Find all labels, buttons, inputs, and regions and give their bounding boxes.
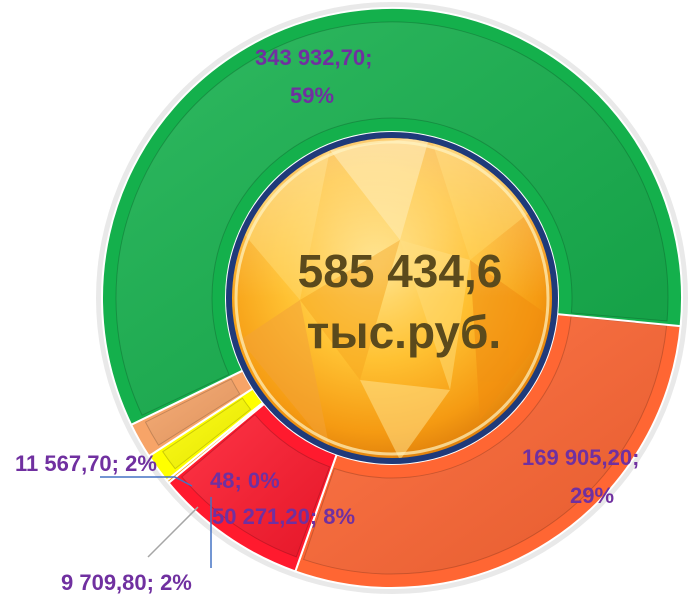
slice-label: 48; 0%: [210, 468, 280, 493]
slice-label: 59%: [290, 83, 334, 108]
total-unit: тыс.руб.: [307, 306, 501, 358]
leader-lines: [100, 476, 212, 568]
data-labels: 343 932,70; 59% 169 905,20; 29% 48; 0% 5…: [15, 45, 639, 594]
leader-line: [147, 506, 199, 558]
total-value: 585 434,6: [298, 245, 503, 297]
slice-label: 29%: [570, 483, 614, 508]
slice-label: 50 271,20; 8%: [212, 504, 355, 529]
slice-label: 169 905,20;: [522, 445, 639, 470]
center-gem: 585 434,6 тыс.руб.: [226, 132, 558, 464]
donut-slice-bevel-3: [162, 397, 252, 470]
slice-label: 11 567,70; 2%: [15, 451, 157, 476]
donut-slice-bevel-4: [144, 378, 241, 446]
leader-line: [100, 476, 193, 487]
slice-label: 343 932,70;: [255, 45, 372, 70]
donut-slice-bevel-5: [115, 21, 669, 416]
donut-slice-bevel-0: [302, 315, 668, 575]
slice-label: 9 709,80; 2%: [61, 570, 192, 594]
donut-slice-bevel-1: [181, 413, 331, 558]
